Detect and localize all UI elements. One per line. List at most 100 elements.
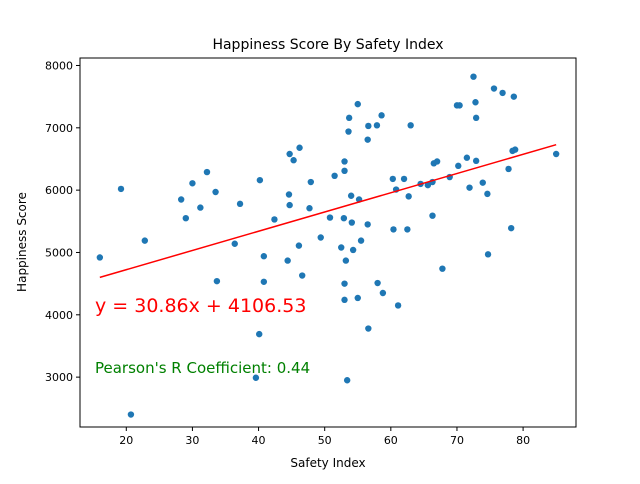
scatter-point bbox=[260, 253, 268, 260]
scatter-point bbox=[286, 201, 293, 209]
scatter-point bbox=[490, 85, 498, 92]
scatter-point bbox=[345, 128, 352, 135]
scatter-point bbox=[499, 89, 506, 97]
scatter-point bbox=[354, 100, 361, 108]
scatter-point bbox=[203, 168, 211, 176]
scatter-point bbox=[284, 257, 291, 264]
x-tick-label: 80 bbox=[516, 434, 530, 447]
scatter-point bbox=[472, 99, 479, 106]
y-tick-label: 4000 bbox=[45, 309, 73, 322]
scatter-point bbox=[404, 226, 411, 233]
scatter-point bbox=[365, 325, 372, 332]
scatter-point bbox=[236, 200, 244, 208]
scatter-point bbox=[189, 180, 196, 187]
x-tick-label: 50 bbox=[318, 434, 332, 447]
y-axis-label: Happiness Score bbox=[15, 192, 29, 292]
scatter-point bbox=[455, 162, 462, 170]
scatter-point bbox=[472, 114, 480, 122]
scatter-point bbox=[341, 167, 348, 175]
scatter-point bbox=[405, 193, 412, 200]
scatter-point bbox=[127, 411, 135, 418]
scatter-point bbox=[466, 184, 473, 191]
scatter-point bbox=[389, 175, 397, 183]
scatter-point bbox=[365, 122, 372, 130]
x-tick-label: 30 bbox=[185, 434, 199, 447]
scatter-point bbox=[378, 112, 385, 119]
scatter-point bbox=[463, 154, 471, 161]
scatter-point bbox=[213, 277, 221, 285]
scatter-point bbox=[286, 150, 293, 158]
scatter-point bbox=[256, 330, 263, 338]
x-tick-label: 70 bbox=[450, 434, 464, 447]
scatter-point bbox=[260, 278, 268, 285]
scatter-point bbox=[429, 212, 436, 219]
y-tick-label: 8000 bbox=[45, 59, 73, 72]
scatter-point bbox=[374, 279, 381, 287]
plot-frame bbox=[79, 57, 577, 428]
scatter-point bbox=[470, 73, 477, 80]
pearson-coefficient-label: Pearson's R Coefficient: 0.44 bbox=[95, 359, 310, 377]
scatter-point bbox=[331, 172, 338, 180]
scatter-point bbox=[424, 181, 432, 189]
scatter-point bbox=[347, 192, 355, 199]
scatter-point bbox=[256, 176, 264, 184]
scatter-point bbox=[456, 102, 463, 109]
scatter-point bbox=[182, 214, 190, 222]
scatter-point bbox=[96, 254, 104, 261]
x-tick-label: 20 bbox=[119, 434, 133, 447]
scatter-point bbox=[552, 150, 560, 158]
scatter-point bbox=[507, 224, 515, 232]
scatter-point bbox=[484, 190, 491, 198]
scatter-point bbox=[349, 246, 357, 254]
scatter-point bbox=[340, 214, 348, 222]
scatter-point bbox=[271, 216, 278, 223]
scatter-point bbox=[306, 205, 313, 212]
scatter-point bbox=[354, 294, 361, 302]
scatter-point bbox=[348, 219, 356, 226]
scatter-point bbox=[505, 165, 512, 173]
scatter-point bbox=[252, 374, 260, 381]
scatter-point bbox=[479, 179, 486, 186]
plot-area bbox=[96, 73, 560, 418]
scatter-point bbox=[117, 185, 125, 193]
scatter-point bbox=[307, 178, 315, 186]
scatter-point bbox=[373, 122, 381, 129]
scatter-point bbox=[338, 244, 345, 251]
scatter-point bbox=[296, 144, 303, 151]
scatter-point bbox=[197, 204, 204, 211]
scatter-point bbox=[341, 280, 348, 287]
scatter-point bbox=[511, 146, 519, 153]
scatter-point bbox=[342, 257, 350, 264]
y-tick-label: 6000 bbox=[45, 184, 73, 197]
scatter-point bbox=[141, 237, 149, 244]
scatter-point bbox=[364, 136, 371, 143]
scatter-point bbox=[439, 265, 446, 272]
scatter-point bbox=[341, 158, 348, 165]
regression-equation: y = 30.86x + 4106.53 bbox=[95, 295, 306, 317]
x-tick-label: 60 bbox=[384, 434, 398, 447]
x-tick-label: 40 bbox=[252, 434, 266, 447]
regression-line bbox=[99, 143, 557, 279]
y-tick-label: 3000 bbox=[45, 371, 73, 384]
y-tick-label: 7000 bbox=[45, 122, 73, 135]
scatter-point bbox=[295, 242, 303, 249]
scatter-point bbox=[379, 289, 387, 297]
scatter-point bbox=[433, 158, 441, 165]
x-axis-label: Safety Index bbox=[290, 456, 365, 470]
scatter-point bbox=[364, 221, 371, 228]
scatter-point bbox=[472, 157, 480, 165]
scatter-point bbox=[299, 272, 306, 279]
scatter-point bbox=[231, 240, 238, 247]
chart-title: Happiness Score By Safety Index bbox=[212, 37, 443, 53]
scatter-point bbox=[407, 122, 414, 129]
scatter-point bbox=[326, 214, 334, 221]
scatter-point bbox=[290, 157, 297, 164]
scatter-point bbox=[394, 302, 402, 309]
scatter-point bbox=[345, 114, 353, 122]
scatter-point bbox=[484, 251, 492, 258]
scatter-point bbox=[285, 191, 293, 198]
scatter-point bbox=[177, 196, 185, 203]
scatter-point bbox=[317, 234, 324, 241]
scatter-point bbox=[212, 188, 219, 196]
